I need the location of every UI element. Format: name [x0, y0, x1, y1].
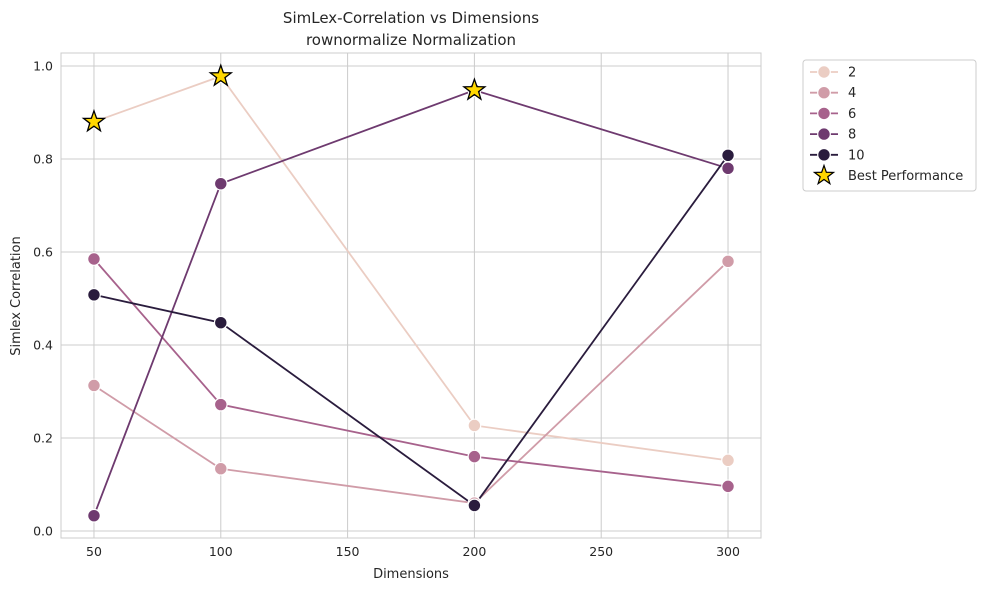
point-series-6 — [721, 479, 735, 494]
x-tick-label: 200 — [462, 544, 486, 559]
x-tick-label: 300 — [716, 544, 740, 559]
grid — [61, 53, 761, 538]
series-line-4 — [93, 260, 729, 505]
point-series-8 — [87, 508, 101, 523]
point-series-6 — [467, 449, 482, 464]
point-series-2 — [467, 418, 482, 433]
x-tick-label: 100 — [209, 544, 233, 559]
point-series-6 — [87, 252, 101, 266]
best-performance-star — [208, 63, 234, 87]
chart-title-line-2: rownormalize Normalization — [306, 31, 516, 49]
y-tick-label: 0.8 — [33, 152, 53, 167]
legend-marker-best-performance — [812, 163, 836, 186]
chart-title-line-1: SimLex-Correlation vs Dimensions — [283, 9, 539, 27]
series-line-8 — [93, 89, 729, 517]
y-tick-label: 0.2 — [33, 431, 53, 446]
x-tick-labels: 50 100 150 200 250 300 — [86, 544, 740, 559]
y-tick-labels: 0.0 0.2 0.4 0.6 0.8 1.0 — [33, 59, 53, 539]
point-series-4 — [87, 378, 101, 393]
point-series-8 — [213, 176, 228, 191]
point-series-10 — [213, 315, 228, 330]
series-lines — [93, 75, 729, 517]
y-tick-label: 0.4 — [33, 338, 53, 353]
point-series-4 — [213, 461, 228, 476]
legend-label-4: 4 — [848, 86, 856, 101]
legend-label-2: 2 — [848, 66, 856, 81]
series-line-10 — [93, 154, 729, 507]
legend-marker-4 — [817, 85, 831, 100]
legend-marker-8 — [817, 127, 831, 142]
point-series-4 — [721, 254, 735, 269]
point-series-2 — [721, 453, 735, 468]
y-tick-label: 0.6 — [33, 245, 53, 260]
point-series-6 — [213, 397, 228, 412]
series-line-2 — [93, 75, 729, 462]
y-tick-label: 1.0 — [33, 59, 53, 74]
point-series-10 — [467, 498, 482, 513]
best-performance-star — [462, 77, 487, 101]
legend-label-8: 8 — [848, 128, 856, 143]
legend-label-6: 6 — [848, 107, 856, 122]
x-tick-label: 50 — [86, 544, 102, 559]
plot-area — [60, 52, 762, 539]
legend-box — [802, 59, 977, 192]
series-points — [87, 69, 735, 523]
y-tick-label: 0.0 — [33, 524, 53, 539]
point-series-10 — [87, 287, 101, 302]
legend-marker-2 — [817, 65, 831, 79]
legend-marker-6 — [817, 106, 831, 121]
series-line-6 — [93, 258, 729, 488]
x-tick-label: 150 — [336, 544, 360, 559]
legend-marker-10 — [817, 147, 831, 162]
legend: 2 4 6 8 10 Best Performance — [802, 59, 977, 192]
point-series-8 — [721, 161, 735, 176]
x-axis-label: Dimensions — [373, 567, 449, 582]
legend-label-10: 10 — [848, 148, 865, 163]
best-performance-markers — [81, 63, 487, 133]
y-axis-label: Simlex Correlation — [9, 236, 24, 355]
best-performance-star — [81, 108, 107, 133]
point-series-10 — [721, 148, 735, 163]
legend-label-best-performance: Best Performance — [848, 169, 963, 184]
x-tick-label: 250 — [589, 544, 613, 559]
